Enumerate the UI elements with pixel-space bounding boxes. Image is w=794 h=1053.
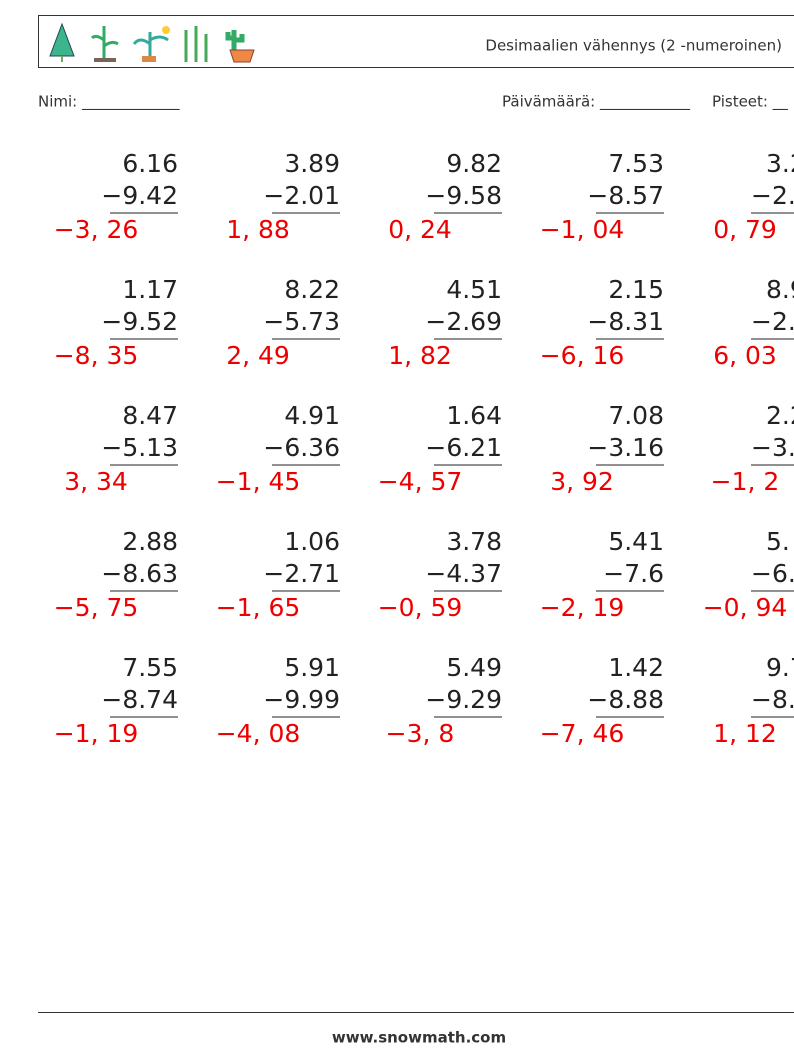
subtrahend: −9.29	[425, 685, 502, 714]
subtrahend: −5.73	[263, 307, 340, 336]
subtrahend: −8.31	[587, 307, 664, 336]
minuend: 5.49	[446, 653, 502, 682]
subtrahend: −9.42	[101, 181, 178, 210]
subtrahend: −8.63	[101, 559, 178, 588]
header-box	[38, 15, 794, 68]
minuend: 5.	[766, 527, 790, 556]
minuend: 3.89	[284, 149, 340, 178]
subtrahend: −2.9	[751, 307, 794, 336]
footer-site: www.snowmath.com	[332, 1029, 506, 1047]
subtrahend: −9.58	[425, 181, 502, 210]
minuend: 1.06	[284, 527, 340, 556]
minuend: 1.64	[446, 401, 502, 430]
subtrahend: −3.4	[751, 433, 794, 462]
minuend: 2.88	[122, 527, 178, 556]
subtrahend: −8.57	[587, 181, 664, 210]
subtrahend: −6.36	[263, 433, 340, 462]
answer: 3, 34	[64, 467, 128, 496]
subtrahend: −6.21	[425, 433, 502, 462]
minuend: 3.2	[766, 149, 794, 178]
answer: −5, 75	[54, 593, 139, 622]
subtrahend: −7.6	[603, 559, 664, 588]
subtrahend: −8.6	[751, 685, 794, 714]
score-field: Pisteet: __	[712, 93, 788, 112]
answer: −1, 04	[540, 215, 625, 244]
minuend: 5.41	[608, 527, 664, 556]
subtrahend: −2.01	[263, 181, 340, 210]
answer: −1, 2	[711, 467, 780, 496]
minuend: 7.55	[122, 653, 178, 682]
name-field: Nimi: _____________	[38, 93, 180, 112]
answer: −1, 19	[54, 719, 139, 748]
header-title: Desimaalien vähennys (2 -numeroinen)	[485, 37, 782, 55]
answer: −3, 26	[54, 215, 139, 244]
minuend: 5.91	[284, 653, 340, 682]
minuend: 3.78	[446, 527, 502, 556]
minuend: 8.9	[766, 275, 794, 304]
answer: 0, 79	[713, 215, 777, 244]
subtrahend: −4.37	[425, 559, 502, 588]
subtrahend: −2.4	[751, 181, 794, 210]
minuend: 7.53	[608, 149, 664, 178]
minuend: 4.51	[446, 275, 502, 304]
answer: −1, 45	[216, 467, 301, 496]
subtrahend: −9.52	[101, 307, 178, 336]
header-icons	[49, 22, 255, 63]
minuend: 8.22	[284, 275, 340, 304]
subtrahend: −8.88	[587, 685, 664, 714]
date-field: Päivämäärä: ____________	[502, 93, 690, 112]
answer: 2, 49	[226, 341, 290, 370]
answer: −0, 94	[703, 593, 788, 622]
answer: −1, 65	[216, 593, 301, 622]
answer: −4, 08	[216, 719, 301, 748]
answer: −8, 35	[54, 341, 139, 370]
answer: 1, 88	[226, 215, 290, 244]
subtrahend: −3.16	[587, 433, 664, 462]
minuend: 9.82	[446, 149, 502, 178]
answer: 1, 82	[388, 341, 452, 370]
answer: −6, 16	[540, 341, 625, 370]
subtrahend: −6.	[751, 559, 794, 588]
answer: 1, 12	[713, 719, 777, 748]
minuend: 6.16	[122, 149, 178, 178]
answer: 6, 03	[713, 341, 777, 370]
answer: −0, 59	[378, 593, 463, 622]
minuend: 1.17	[122, 275, 178, 304]
answer: −7, 46	[540, 719, 625, 748]
subtrahend: −8.74	[101, 685, 178, 714]
subtrahend: −5.13	[101, 433, 178, 462]
minuend: 2.2	[766, 401, 794, 430]
answer: 3, 92	[550, 467, 614, 496]
subtrahend: −2.71	[263, 559, 340, 588]
answer: −3, 8	[386, 719, 455, 748]
minuend: 4.91	[284, 401, 340, 430]
answer: −4, 57	[378, 467, 463, 496]
minuend: 9.7	[766, 653, 794, 682]
minuend: 8.47	[122, 401, 178, 430]
minuend: 7.08	[608, 401, 664, 430]
answer: 0, 24	[388, 215, 452, 244]
subtrahend: −2.69	[425, 307, 502, 336]
subtrahend: −9.99	[263, 685, 340, 714]
minuend: 2.15	[608, 275, 664, 304]
minuend: 1.42	[608, 653, 664, 682]
answer: −2, 19	[540, 593, 625, 622]
